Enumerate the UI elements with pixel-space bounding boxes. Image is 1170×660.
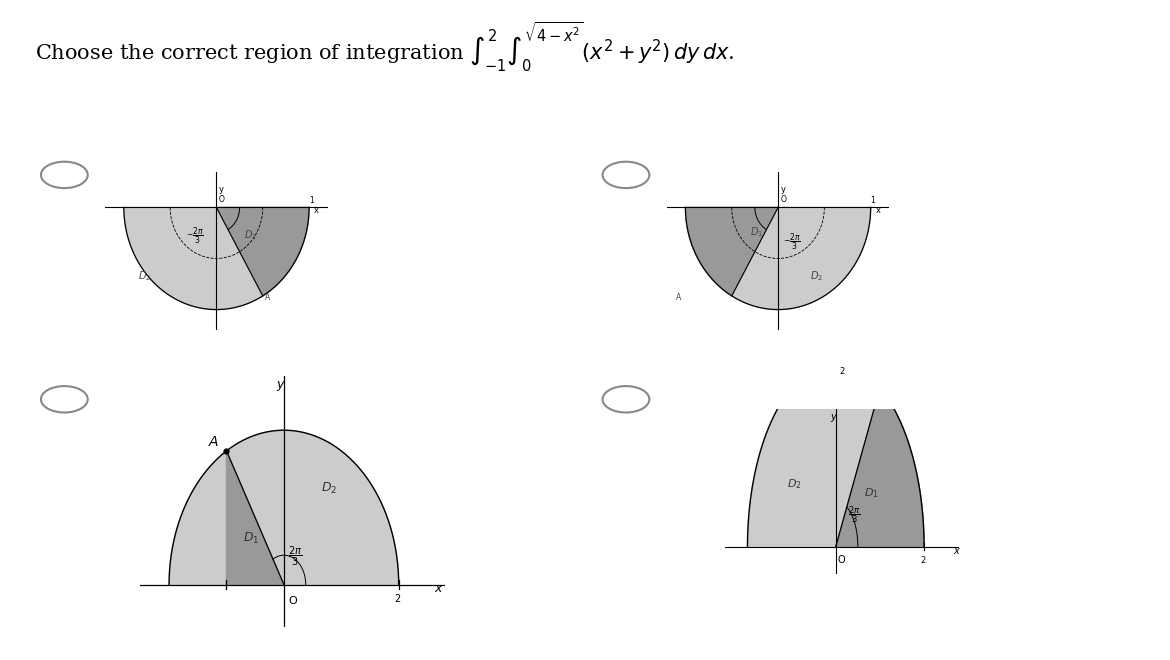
Polygon shape bbox=[227, 451, 284, 585]
Text: O: O bbox=[289, 596, 297, 606]
Text: $-\dfrac{2\pi}{3}$: $-\dfrac{2\pi}{3}$ bbox=[783, 232, 800, 252]
Polygon shape bbox=[216, 207, 309, 296]
Text: $\dfrac{2\pi}{3}$: $\dfrac{2\pi}{3}$ bbox=[848, 505, 861, 525]
Text: y: y bbox=[219, 185, 223, 194]
Text: $D_2$: $D_2$ bbox=[787, 477, 801, 491]
Text: 2: 2 bbox=[921, 556, 925, 565]
Text: $\dfrac{2\pi}{3}$: $\dfrac{2\pi}{3}$ bbox=[288, 545, 302, 568]
Polygon shape bbox=[686, 207, 870, 310]
Text: x: x bbox=[314, 207, 318, 216]
Text: O: O bbox=[219, 195, 225, 204]
Text: $D_1$: $D_1$ bbox=[242, 531, 259, 546]
Polygon shape bbox=[124, 207, 309, 310]
Text: $y$: $y$ bbox=[830, 412, 838, 424]
Text: A: A bbox=[676, 293, 681, 302]
Text: $D_1$: $D_1$ bbox=[750, 226, 763, 240]
Text: A: A bbox=[266, 293, 270, 302]
Text: 2: 2 bbox=[839, 368, 845, 376]
Text: O: O bbox=[838, 555, 846, 565]
Text: $D_2$: $D_2$ bbox=[811, 269, 824, 282]
Text: 1: 1 bbox=[870, 196, 875, 205]
Text: $D_1$: $D_1$ bbox=[865, 486, 880, 500]
Text: $x$: $x$ bbox=[434, 582, 445, 595]
Text: 2: 2 bbox=[394, 593, 400, 603]
Text: $D_2$: $D_2$ bbox=[322, 481, 337, 496]
Text: $D_2$: $D_2$ bbox=[138, 269, 151, 282]
Text: $x$: $x$ bbox=[952, 546, 961, 556]
Text: y: y bbox=[780, 185, 785, 194]
Text: Choose the correct region of integration $\int_{-1}^{2} \int_{0}^{\sqrt{4-x^2}} : Choose the correct region of integration… bbox=[35, 20, 735, 73]
Polygon shape bbox=[835, 388, 924, 546]
Text: O: O bbox=[780, 195, 786, 204]
Text: x: x bbox=[875, 207, 880, 216]
Text: $D_1$: $D_1$ bbox=[245, 228, 257, 242]
Text: $y$: $y$ bbox=[276, 379, 287, 393]
Polygon shape bbox=[748, 364, 924, 546]
Text: $A$: $A$ bbox=[208, 435, 220, 449]
Polygon shape bbox=[170, 430, 399, 585]
Text: $-\dfrac{2\pi}{3}$: $-\dfrac{2\pi}{3}$ bbox=[186, 226, 205, 246]
Polygon shape bbox=[686, 207, 778, 296]
Text: 1: 1 bbox=[309, 196, 314, 205]
